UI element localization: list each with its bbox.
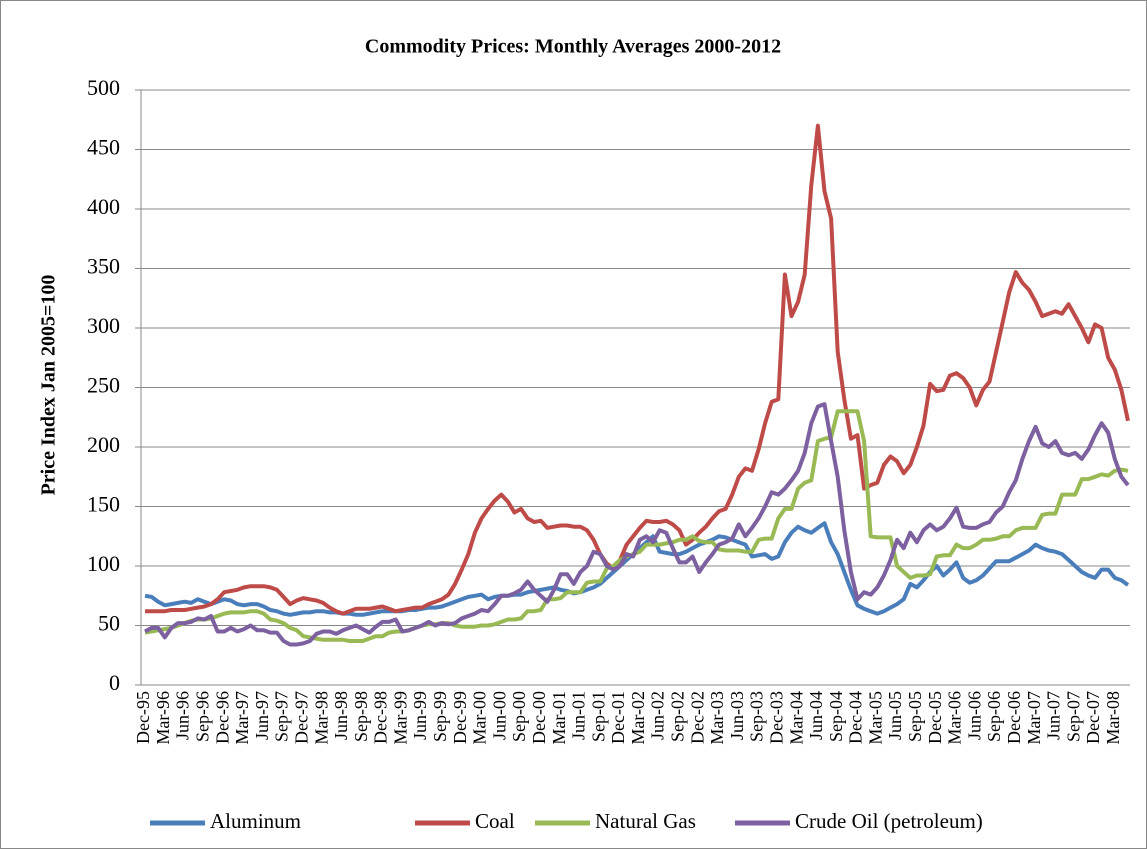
x-tick-label: Sep-96 [193, 691, 213, 742]
y-tick-label: 150 [87, 492, 120, 517]
x-tick-label: Jun-01 [569, 691, 589, 740]
x-tick-label: Mar-03 [707, 691, 727, 745]
y-axis-label: Price Index Jan 2005=100 [38, 275, 60, 496]
x-tick-label: Mar-99 [390, 691, 410, 745]
x-tick-label: Sep-06 [984, 691, 1004, 742]
x-tick-label: Jun-06 [964, 691, 984, 740]
x-tick-label: Mar-06 [945, 691, 965, 745]
x-tick-label: Sep-01 [588, 691, 608, 742]
y-tick-label: 500 [87, 75, 120, 100]
x-tick-label: Mar-98 [311, 691, 331, 745]
legend-label: Coal [475, 809, 515, 833]
x-tick-label: Jun-96 [173, 691, 193, 740]
x-tick-label: Sep-97 [272, 691, 292, 742]
series-line [145, 123, 1130, 616]
x-tick-label: Jun-00 [489, 691, 509, 740]
x-tick-label: Mar-02 [628, 691, 648, 745]
x-tick-label: Jun-04 [806, 691, 826, 740]
x-tick-label: Sep-04 [826, 691, 846, 742]
legend-label: Crude Oil (petroleum) [795, 809, 983, 833]
x-tick-label: Dec-02 [687, 691, 707, 744]
x-tick-label: Jun-07 [1044, 691, 1064, 740]
x-tick-label: Dec-95 [133, 691, 153, 744]
y-tick-label: 250 [87, 373, 120, 398]
x-tick-label: Dec-01 [608, 691, 628, 744]
x-tick-label: Sep-05 [905, 691, 925, 742]
x-tick-label: Dec-04 [846, 691, 866, 744]
x-tick-label: Jun-03 [727, 691, 747, 740]
y-tick-label: 300 [87, 313, 120, 338]
x-tick-label: Jun-02 [648, 691, 668, 740]
x-tick-label: Mar-97 [232, 691, 252, 745]
x-tick-label: Jun-05 [885, 691, 905, 740]
x-tick-label: Dec-06 [1004, 691, 1024, 744]
x-tick-label: Dec-99 [450, 691, 470, 744]
x-tick-label: Dec-97 [291, 691, 311, 744]
x-tick-label: Mar-01 [549, 691, 569, 745]
x-tick-label: Mar-07 [1024, 691, 1044, 745]
x-tick-label: Jun-98 [331, 691, 351, 740]
y-tick-label: 100 [87, 551, 120, 576]
x-tick-label: Sep-07 [1063, 691, 1083, 742]
legend-label: Aluminum [210, 809, 301, 833]
y-tick-label: 450 [87, 135, 120, 160]
x-tick-label: Dec-96 [212, 691, 232, 744]
y-tick-label: 200 [87, 432, 120, 457]
y-tick-label: 0 [109, 670, 120, 695]
y-tick-label: 50 [98, 611, 120, 636]
x-tick-label: Jun-99 [410, 691, 430, 740]
x-tick-label: Sep-00 [509, 691, 529, 742]
x-tick-label: Jun-97 [252, 691, 272, 740]
x-tick-label: Sep-03 [747, 691, 767, 742]
x-tick-label: Mar-04 [786, 691, 806, 745]
y-tick-label: 350 [87, 254, 120, 279]
x-tick-label: Dec-98 [371, 691, 391, 744]
x-tick-label: Sep-02 [668, 691, 688, 742]
x-tick-label: Mar-05 [865, 691, 885, 745]
series-line [144, 402, 1130, 647]
x-tick-label: Mar-00 [470, 691, 490, 745]
x-tick-label: Sep-98 [351, 691, 371, 742]
x-tick-label: Mar-96 [153, 691, 173, 745]
x-tick-label: Dec-07 [1083, 691, 1103, 744]
x-tick-label: Mar-08 [1103, 691, 1123, 745]
x-tick-label: Dec-03 [766, 691, 786, 744]
x-tick-label: Dec-05 [925, 691, 945, 744]
chart-title: Commodity Prices: Monthly Averages 2000-… [365, 36, 781, 58]
legend-label: Natural Gas [595, 809, 696, 833]
y-tick-label: 400 [87, 194, 120, 219]
x-tick-label: Dec-00 [529, 691, 549, 744]
x-tick-label: Sep-99 [430, 691, 450, 742]
